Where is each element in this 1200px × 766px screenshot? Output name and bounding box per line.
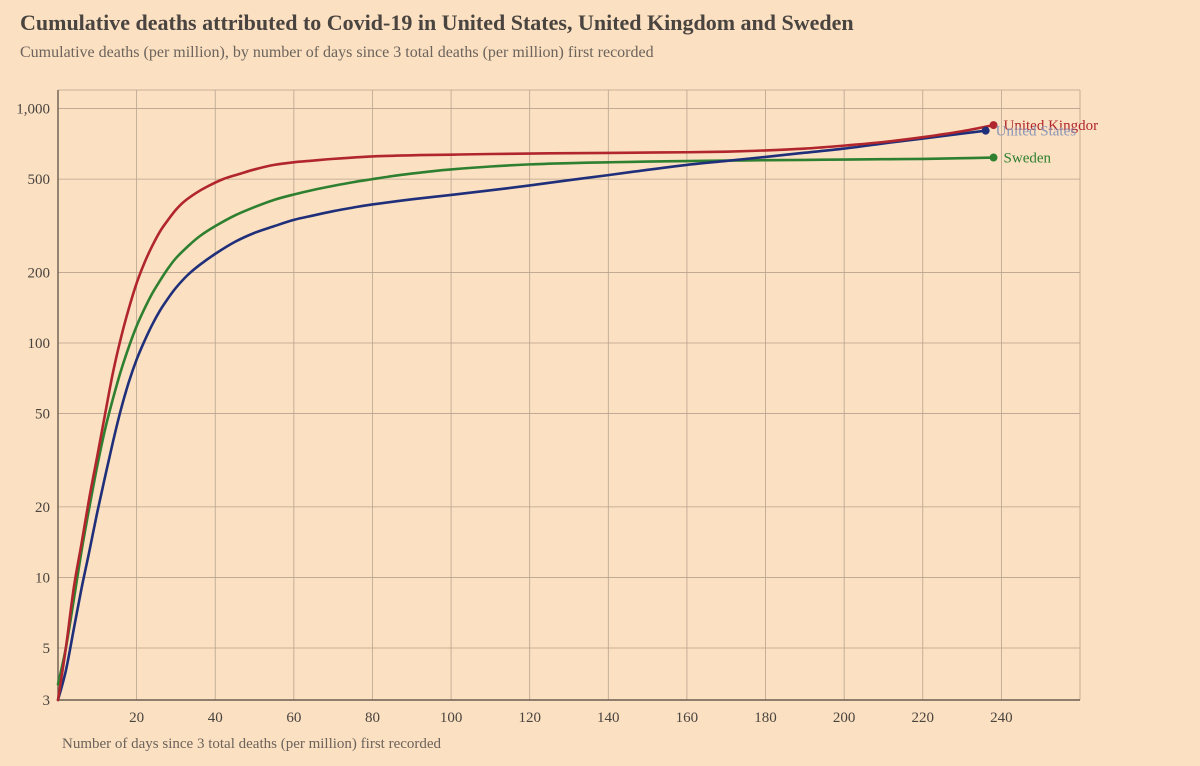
y-tick-label: 100 bbox=[28, 336, 51, 352]
plot-background bbox=[58, 90, 1080, 700]
chart-subtitle: Cumulative deaths (per million), by numb… bbox=[20, 44, 654, 62]
y-tick-label: 200 bbox=[28, 265, 51, 281]
x-tick-label: 20 bbox=[129, 710, 144, 726]
y-tick-label: 20 bbox=[35, 500, 50, 516]
y-tick-label: 5 bbox=[43, 641, 51, 657]
x-tick-label: 140 bbox=[597, 710, 620, 726]
chart-svg: 3 5 10 20 50 100 200 500 1,000 20 40 60 80 100 120 140 1… bbox=[0, 78, 1200, 766]
x-tick-label: 100 bbox=[440, 710, 463, 726]
x-tick-label: 180 bbox=[754, 710, 777, 726]
x-tick-label: 120 bbox=[518, 710, 541, 726]
x-axis-label: Number of days since 3 total deaths (per… bbox=[62, 736, 442, 752]
series-end-marker-sweden bbox=[990, 154, 998, 162]
y-tick-label: 500 bbox=[28, 172, 51, 188]
y-tick-label: 50 bbox=[35, 407, 50, 423]
series-label-sweden: Sweden bbox=[1004, 151, 1052, 167]
x-tick-label: 220 bbox=[912, 710, 935, 726]
x-tick-label: 60 bbox=[286, 710, 301, 726]
y-tick-label: 10 bbox=[35, 570, 50, 586]
x-tick-label: 200 bbox=[833, 710, 856, 726]
chart-title: Cumulative deaths attributed to Covid-19… bbox=[20, 10, 854, 36]
series-end-marker-united-states bbox=[982, 127, 990, 135]
series-label-united-states: United States bbox=[996, 124, 1077, 140]
page-root: Cumulative deaths attributed to Covid-19… bbox=[0, 0, 1200, 766]
x-tick-label: 80 bbox=[365, 710, 380, 726]
x-tick-label: 40 bbox=[208, 710, 223, 726]
x-tick-label: 160 bbox=[676, 710, 699, 726]
x-tick-label: 240 bbox=[990, 710, 1013, 726]
y-tick-label: 3 bbox=[43, 693, 51, 709]
chart-area: 3 5 10 20 50 100 200 500 1,000 20 40 60 80 100 120 140 1… bbox=[0, 78, 1200, 766]
y-tick-label: 1,000 bbox=[16, 102, 50, 118]
